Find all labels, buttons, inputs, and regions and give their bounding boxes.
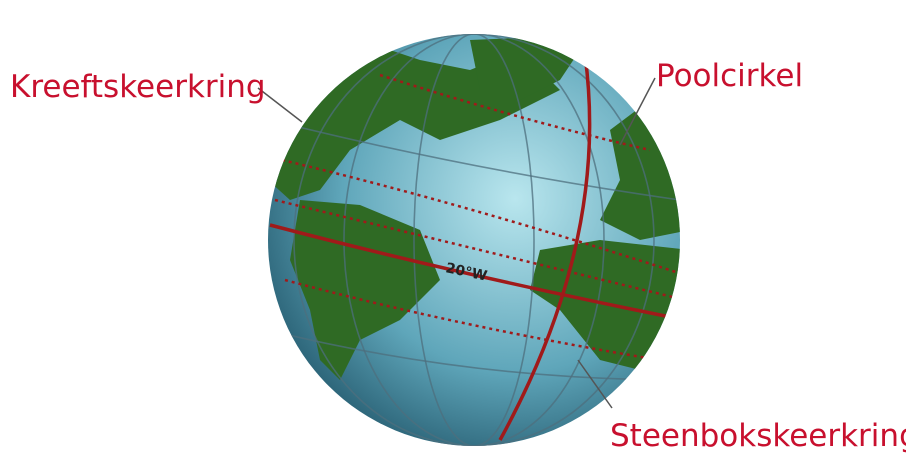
label: Steenbokskeerkring bbox=[610, 418, 906, 453]
leader-line bbox=[577, 359, 613, 409]
leader-line bbox=[619, 77, 656, 146]
meridian bbox=[498, 54, 592, 441]
arctic-circle bbox=[379, 73, 651, 152]
label: Kreeftskeerkring bbox=[10, 69, 266, 105]
grid-line bbox=[293, 34, 655, 446]
globe: 20°W bbox=[268, 34, 680, 446]
grid-line bbox=[269, 119, 680, 201]
grid-line bbox=[413, 34, 535, 446]
south-america bbox=[290, 200, 440, 380]
dotted-line bbox=[274, 198, 680, 302]
leader-line bbox=[257, 87, 303, 123]
grid-line bbox=[343, 34, 605, 446]
grid-line bbox=[268, 329, 680, 381]
tropic-of-cancer bbox=[281, 158, 680, 277]
label: Poolcirkel bbox=[656, 58, 803, 94]
equator bbox=[269, 223, 680, 322]
